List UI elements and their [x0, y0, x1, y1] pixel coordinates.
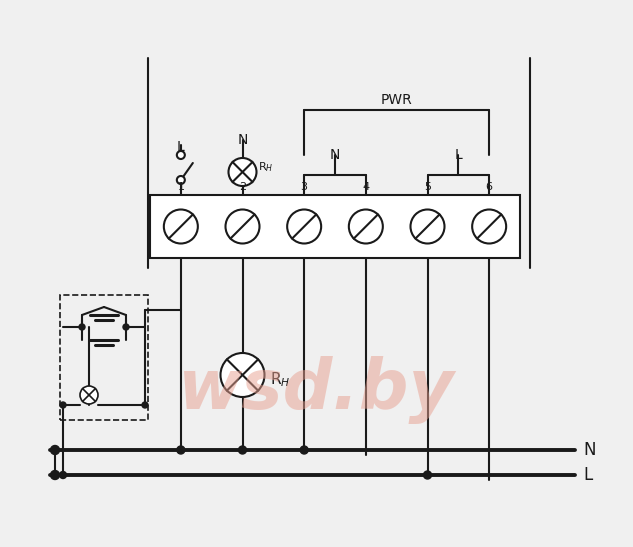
Text: 3: 3 [301, 182, 308, 192]
Text: 6: 6 [486, 182, 492, 192]
Circle shape [123, 324, 129, 330]
Circle shape [60, 472, 66, 479]
Text: 2: 2 [239, 182, 246, 192]
Text: N: N [330, 148, 340, 162]
Bar [60, 295, 148, 420]
Circle shape [51, 470, 60, 480]
Text: L: L [583, 466, 592, 484]
Circle shape [80, 386, 98, 404]
Text: L: L [177, 140, 185, 154]
Circle shape [229, 158, 256, 186]
Circle shape [220, 353, 265, 397]
Text: 4: 4 [362, 182, 370, 192]
Text: PWR: PWR [381, 93, 413, 107]
Text: N: N [237, 133, 248, 147]
Circle shape [472, 210, 506, 243]
Text: R$_H$: R$_H$ [258, 160, 274, 174]
Circle shape [177, 151, 185, 159]
Bar [150, 195, 520, 258]
Circle shape [51, 445, 60, 455]
Text: L: L [454, 148, 462, 162]
Text: R$_H$: R$_H$ [270, 371, 291, 389]
Circle shape [177, 176, 185, 184]
Circle shape [164, 210, 198, 243]
Circle shape [349, 210, 383, 243]
Circle shape [300, 446, 308, 454]
Circle shape [410, 210, 444, 243]
Circle shape [177, 446, 185, 454]
Circle shape [142, 402, 148, 408]
Circle shape [225, 210, 260, 243]
Text: 5: 5 [424, 182, 431, 192]
Circle shape [239, 446, 246, 454]
Circle shape [423, 471, 432, 479]
Text: wsd.by: wsd.by [178, 356, 454, 424]
Circle shape [79, 324, 85, 330]
Text: 1: 1 [177, 182, 184, 192]
Circle shape [60, 402, 66, 408]
Text: N: N [583, 441, 596, 459]
Circle shape [287, 210, 321, 243]
